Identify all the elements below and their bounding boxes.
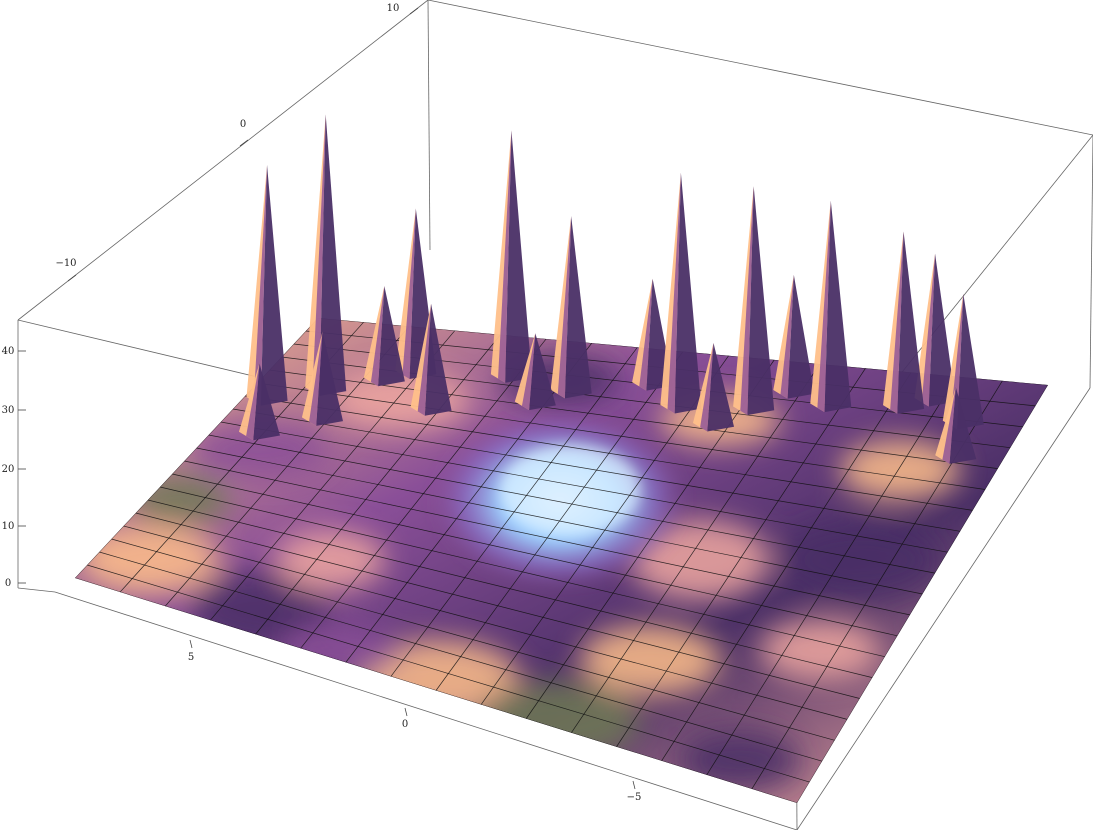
x-tick-label: 0 — [402, 719, 408, 730]
mesh-line — [196, 447, 923, 595]
mesh-line — [99, 551, 823, 762]
surface-peak-mid — [309, 331, 323, 426]
x-tick-mark — [632, 780, 636, 790]
y-tick-mark — [67, 274, 77, 282]
surface-peak-mid — [780, 274, 794, 399]
y-axis: 10 0 −10 — [55, 3, 419, 282]
surface-peak-shade — [378, 285, 405, 387]
z-tick-label: 20 — [2, 464, 15, 475]
surface-peak-mid — [890, 231, 904, 414]
z-axis: 0 10 20 30 40 — [2, 346, 26, 589]
surface-peak-shade — [260, 165, 288, 406]
box-edge — [17, 587, 56, 593]
mesh-line — [269, 369, 998, 469]
z-tick-label: 40 — [2, 346, 15, 357]
surface-peak-shade — [787, 274, 815, 399]
mesh-line — [87, 564, 810, 783]
mesh-line — [245, 395, 973, 511]
y-tick-mark — [409, 7, 419, 15]
surface-peak-shade — [564, 216, 592, 399]
y-tick-label: 10 — [387, 3, 400, 14]
surface-peak-shade — [928, 253, 956, 407]
surface-peak-shade — [957, 293, 984, 430]
mesh-line — [75, 577, 798, 803]
surface-peak-mid — [921, 253, 936, 407]
mesh-line — [123, 525, 848, 720]
surface-peak-mid — [312, 114, 326, 396]
mesh-line — [257, 382, 986, 490]
mesh-line — [208, 434, 936, 574]
surface-peaks — [238, 114, 984, 464]
surface-peak-mid — [667, 172, 681, 414]
z-tick-label: 30 — [2, 405, 15, 416]
surface-peak-mid — [740, 186, 754, 416]
surface-peak-mid — [942, 386, 956, 464]
surface — [75, 114, 1048, 803]
surface-peak-mid — [521, 333, 536, 411]
y-tick-label: −10 — [55, 258, 76, 269]
surface-peak-shade — [316, 331, 343, 426]
box-edge — [427, 0, 1093, 136]
surface-peak-mid — [370, 285, 385, 387]
mesh-line — [159, 486, 885, 658]
surface-peak-shade — [707, 342, 735, 432]
mesh-line — [232, 408, 961, 532]
box-edge — [54, 591, 798, 830]
mesh-line — [172, 473, 898, 637]
x-tick-mark — [404, 707, 408, 717]
mesh-line — [147, 499, 873, 678]
x-axis: 5 0 −5 — [188, 639, 642, 803]
surface-peak-mid — [417, 303, 432, 416]
surface-peak-mid — [498, 130, 512, 383]
surface-peak-shade — [674, 172, 702, 414]
surface-peak-shade — [897, 231, 925, 414]
surface-peak-shade — [319, 114, 347, 396]
surface-peak-mid — [817, 200, 831, 413]
y-tick-mark — [239, 139, 249, 147]
x-tick-label: −5 — [627, 792, 642, 803]
surface-peak-shade — [747, 186, 775, 416]
x-tick-mark — [189, 639, 193, 649]
z-tick-label: 0 — [5, 578, 11, 589]
surface-peak-mid — [402, 208, 416, 380]
box-edge — [17, 0, 429, 321]
surface-peak-shade — [529, 333, 556, 411]
surface-peak-mid — [253, 165, 268, 406]
x-tick-label: 5 — [188, 652, 194, 663]
mesh-line — [220, 421, 948, 553]
surface-peak-shade — [505, 130, 532, 383]
surface-peak-shade — [424, 303, 452, 416]
z-tick-label: 10 — [2, 521, 15, 532]
surface-peak-shade — [824, 200, 852, 413]
mesh-line — [111, 538, 835, 741]
surface-peak-mid — [246, 363, 260, 441]
axes: 0 10 20 30 40 10 0 −10 5 0 −5 — [2, 3, 642, 803]
mesh-line — [135, 512, 860, 699]
surface-peak-mid — [700, 342, 714, 432]
mesh-line — [184, 460, 911, 616]
surface-peak-shade — [949, 386, 977, 464]
box-edge — [427, 0, 431, 251]
y-tick-label: 0 — [240, 119, 246, 130]
surface-peak-mid — [557, 216, 572, 399]
surface-peak-mid — [639, 278, 653, 391]
surface-peak-shade — [253, 363, 281, 441]
center-glow — [430, 410, 690, 590]
box-edge — [796, 387, 1091, 830]
